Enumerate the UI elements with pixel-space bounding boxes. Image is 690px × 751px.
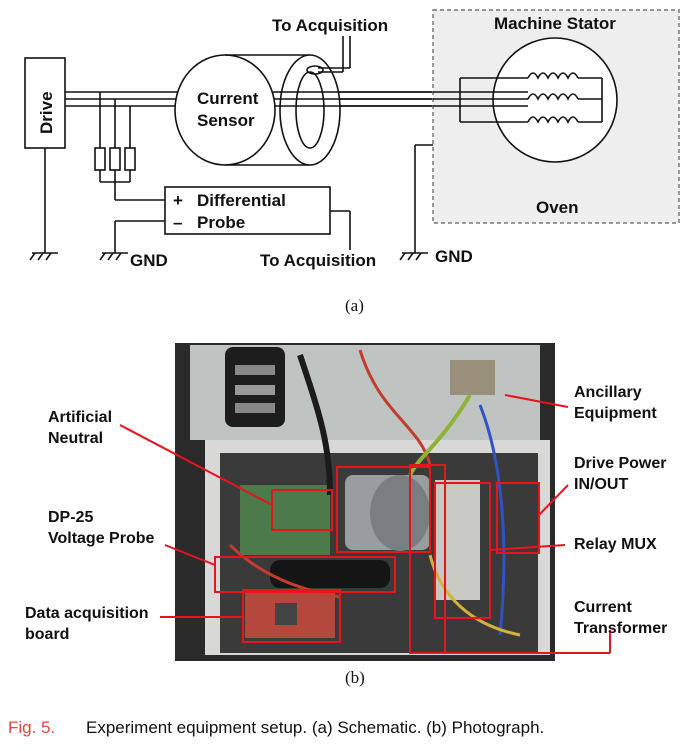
dp25-probe-label: DP-25 Voltage Probe: [48, 509, 155, 547]
stator-coil: [527, 116, 579, 124]
relay-mux-label: Relay MUX: [574, 536, 657, 553]
relay-mux-box: [434, 482, 491, 619]
resistor: [124, 147, 136, 171]
gnd-right-label: GND: [435, 247, 473, 266]
photo-sublabel: (b): [345, 668, 365, 687]
schematic-diagram: To Acquisition Drive Current Sensor Mach…: [24, 9, 680, 270]
current-transformer-label: Current Transformer: [574, 599, 668, 637]
ground-symbol-right: [399, 252, 428, 261]
probe-plus-label: +: [173, 191, 183, 210]
current-sensor-label-2: Sensor: [197, 111, 255, 130]
ancillary-filter: [450, 360, 495, 395]
probe-label: Probe: [197, 213, 245, 232]
machine-stator-circle: [492, 37, 618, 163]
oven-label: Oven: [536, 198, 579, 217]
current-sensor-label-1: Current: [197, 89, 259, 108]
to-acquisition-bottom-label: To Acquisition: [260, 251, 376, 270]
artificial-neutral-label: Artificial Neutral: [48, 409, 113, 447]
current-sensor-body: [174, 54, 276, 166]
drive-label: Drive: [37, 91, 56, 134]
drive-power-label: Drive Power IN/OUT: [574, 455, 667, 493]
figure-number: Fig. 5.: [8, 718, 56, 737]
current-sensor-box: [336, 466, 431, 553]
stator-coil: [527, 93, 579, 101]
ground-symbol-left: [29, 252, 58, 261]
figure-caption: Fig. 5. Experiment equipment setup. (a) …: [8, 718, 544, 738]
gnd-left-label: GND: [130, 251, 168, 270]
artificial-neutral-box: [271, 489, 333, 531]
ground-symbol-mid: [99, 252, 128, 261]
resistor: [109, 147, 121, 171]
voltage-probe-box: [214, 556, 396, 593]
drive-power-box: [496, 482, 540, 554]
voltage-probe: [270, 560, 390, 588]
to-acquisition-top-label: To Acquisition: [272, 16, 388, 35]
stator-coil: [527, 72, 579, 80]
differential-label: Differential: [197, 191, 286, 210]
ancillary-equipment-label: Ancillary Equipment: [574, 384, 657, 422]
daq-board-label: Data acquisition board: [25, 605, 149, 643]
schematic-sublabel: (a): [345, 296, 364, 315]
equipment-photograph: [119, 343, 611, 661]
resistor: [94, 147, 106, 171]
machine-stator-label: Machine Stator: [494, 14, 616, 33]
probe-minus-label: –: [173, 213, 182, 232]
caption-text: Experiment equipment setup. (a) Schemati…: [85, 718, 545, 737]
